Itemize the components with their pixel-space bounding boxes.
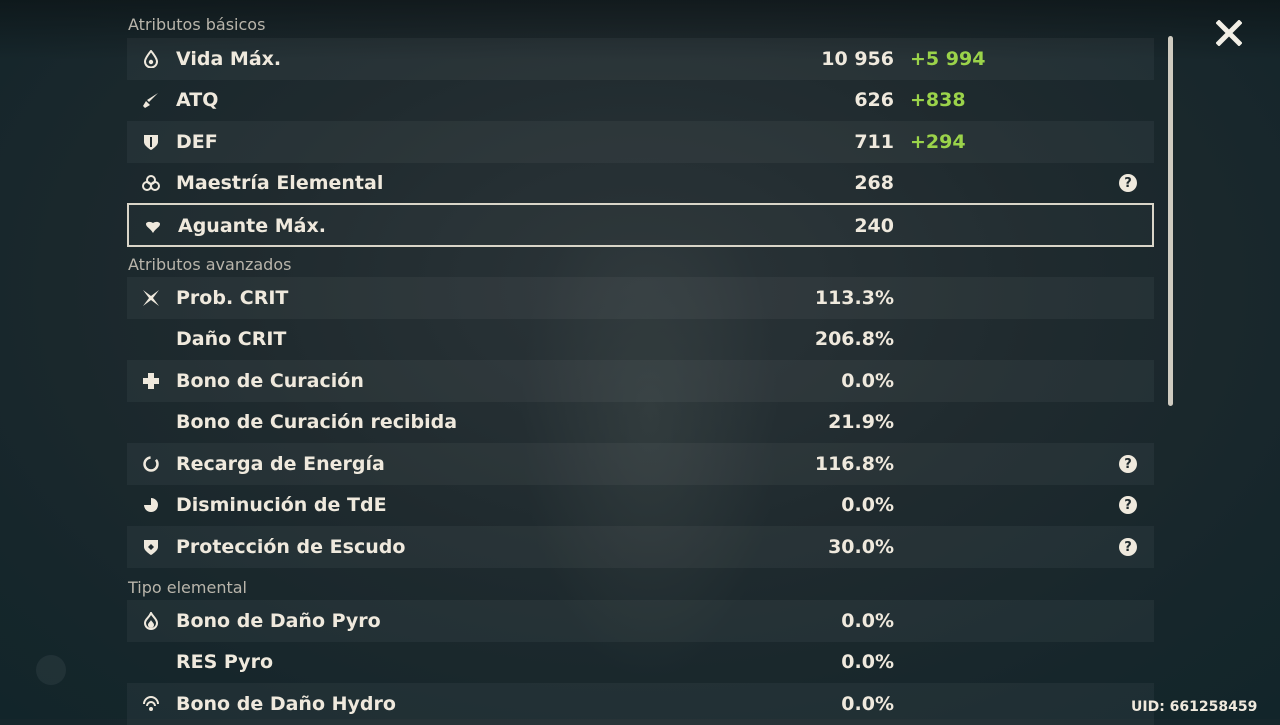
sword-icon bbox=[141, 90, 161, 110]
scrollbar[interactable] bbox=[1168, 36, 1173, 406]
help-icon[interactable]: ? bbox=[1119, 496, 1137, 514]
stat-bonus: +838 bbox=[910, 89, 966, 111]
stat-row-healing-bonus[interactable]: Bono de Curación 0.0% bbox=[127, 360, 1154, 402]
elemental-mastery-icon bbox=[141, 173, 161, 193]
menu-corner-icon[interactable] bbox=[36, 655, 66, 685]
stat-label: RES Pyro bbox=[176, 651, 273, 673]
stat-label: Vida Máx. bbox=[176, 48, 282, 70]
stat-value: 0.0% bbox=[841, 370, 894, 392]
stat-value: 268 bbox=[854, 172, 894, 194]
stat-row-crit-dmg[interactable]: Daño CRIT 206.8% bbox=[127, 318, 1154, 360]
stat-value: 116.8% bbox=[814, 453, 894, 475]
character-silhouette bbox=[520, 240, 780, 680]
stat-value: 0.0% bbox=[841, 610, 894, 632]
help-icon[interactable]: ? bbox=[1119, 174, 1137, 192]
stat-label: Daño CRIT bbox=[176, 328, 287, 350]
background-top-bar bbox=[0, 0, 1280, 60]
stat-label: Maestría Elemental bbox=[176, 172, 384, 194]
section-title-basic: Atributos básicos bbox=[128, 15, 266, 34]
stat-row-energy-recharge[interactable]: Recarga de Energía 116.8% ? bbox=[127, 443, 1154, 485]
close-button[interactable] bbox=[1212, 16, 1246, 50]
stat-row-cooldown-reduction[interactable]: Disminución de TdE 0.0% ? bbox=[127, 484, 1154, 526]
stat-label: Protección de Escudo bbox=[176, 536, 406, 558]
pyro-icon bbox=[141, 611, 161, 631]
healing-cross-icon bbox=[141, 371, 161, 391]
stat-row-elemental-mastery[interactable]: Maestría Elemental 268 ? bbox=[127, 162, 1154, 204]
stat-value: 0.0% bbox=[841, 693, 894, 715]
stat-row-shield-strength[interactable]: Protección de Escudo 30.0% ? bbox=[127, 526, 1154, 568]
stat-row-stamina[interactable]: Aguante Máx. 240 bbox=[127, 203, 1154, 247]
stat-label: Bono de Daño Pyro bbox=[176, 610, 381, 632]
stat-value: 10 956 bbox=[821, 48, 894, 70]
stat-value: 240 bbox=[854, 215, 894, 237]
stat-label: Recarga de Energía bbox=[176, 453, 385, 475]
hydro-icon bbox=[141, 694, 161, 714]
help-icon[interactable]: ? bbox=[1119, 455, 1137, 473]
crit-rate-icon bbox=[141, 288, 161, 308]
stat-row-hydro-dmg[interactable]: Bono de Daño Hydro 0.0% bbox=[127, 683, 1154, 725]
help-icon[interactable]: ? bbox=[1119, 538, 1137, 556]
stat-row-hp[interactable]: Vida Máx. 10 956 +5 994 bbox=[127, 38, 1154, 80]
stat-label: ATQ bbox=[176, 89, 219, 111]
section-title-advanced: Atributos avanzados bbox=[128, 255, 292, 274]
stat-row-pyro-res[interactable]: RES Pyro 0.0% bbox=[127, 641, 1154, 683]
stat-label: Bono de Curación recibida bbox=[176, 411, 458, 433]
stat-label: Prob. CRIT bbox=[176, 287, 289, 309]
stat-row-incoming-healing[interactable]: Bono de Curación recibida 21.9% bbox=[127, 401, 1154, 443]
uid-label: UID: 661258459 bbox=[1131, 699, 1258, 715]
stat-value: 711 bbox=[854, 131, 894, 153]
section-title-elemental: Tipo elemental bbox=[128, 578, 247, 597]
hp-drop-icon bbox=[141, 49, 161, 69]
shield-icon bbox=[141, 132, 161, 152]
stat-label: Bono de Daño Hydro bbox=[176, 693, 396, 715]
close-icon bbox=[1216, 20, 1242, 46]
stat-row-pyro-dmg[interactable]: Bono de Daño Pyro 0.0% bbox=[127, 600, 1154, 642]
stat-label: Bono de Curación bbox=[176, 370, 364, 392]
stat-value: 21.9% bbox=[828, 411, 894, 433]
shield-strength-icon bbox=[141, 537, 161, 557]
stat-value: 0.0% bbox=[841, 494, 894, 516]
stat-row-def[interactable]: DEF 711 +294 bbox=[127, 121, 1154, 163]
attributes-panel: Atributos básicos Vida Máx. 10 956 +5 99… bbox=[127, 0, 1154, 725]
stamina-icon bbox=[143, 216, 163, 236]
energy-recharge-icon bbox=[141, 454, 161, 474]
stat-label: Aguante Máx. bbox=[178, 215, 326, 237]
stat-label: Disminución de TdE bbox=[176, 494, 387, 516]
cooldown-reduction-icon bbox=[141, 495, 161, 515]
stat-value: 206.8% bbox=[814, 328, 894, 350]
stat-bonus: +294 bbox=[910, 131, 966, 153]
stat-label: DEF bbox=[176, 131, 218, 153]
stat-row-crit-rate[interactable]: Prob. CRIT 113.3% bbox=[127, 277, 1154, 319]
stat-bonus: +5 994 bbox=[910, 48, 986, 70]
stat-value: 113.3% bbox=[814, 287, 894, 309]
stat-row-atk[interactable]: ATQ 626 +838 bbox=[127, 79, 1154, 121]
stat-value: 626 bbox=[854, 89, 894, 111]
stat-value: 0.0% bbox=[841, 651, 894, 673]
stat-value: 30.0% bbox=[828, 536, 894, 558]
